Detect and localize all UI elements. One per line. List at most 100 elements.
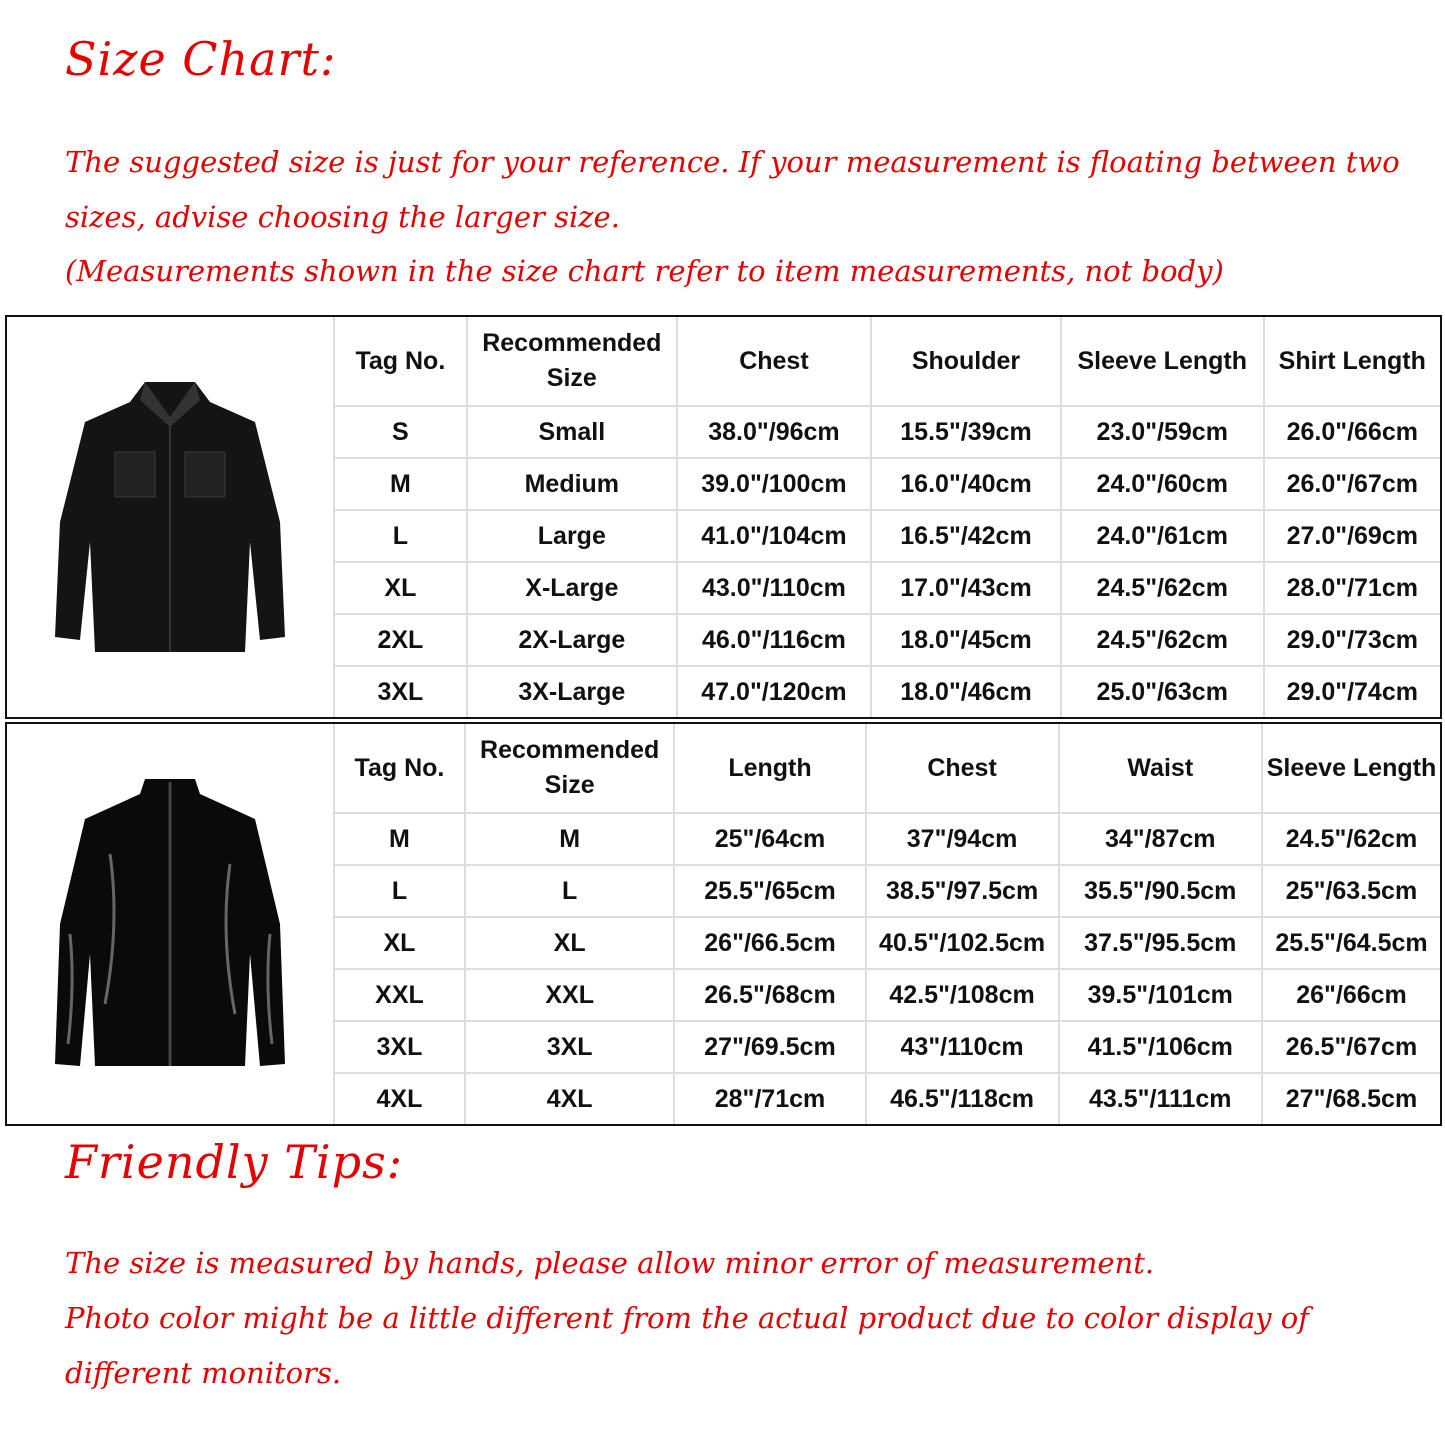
table-cell: 41.5"/106cm	[1057, 1020, 1263, 1074]
table-row: XXL XXL 26.5"/68cm 42.5"/108cm 39.5"/101cm 26…	[335, 968, 1440, 1022]
table-cell: 25.0"/63cm	[1059, 665, 1265, 717]
table-row: L L 25.5"/65cm 38.5"/97.5cm 35.5"/90.5cm 25"/…	[335, 864, 1440, 918]
table-cell: 26.0"/66cm	[1262, 405, 1440, 459]
column-header: Waist	[1057, 724, 1263, 814]
table-cell: 3XL	[335, 665, 468, 717]
column-header: Tag No.	[335, 317, 468, 407]
measurement-note: (Measurements shown in the size chart re…	[65, 254, 1224, 288]
table-cell: 16.5"/42cm	[870, 509, 1062, 563]
table-cell: 46.0"/116cm	[675, 613, 873, 667]
tips-title: Friendly Tips:	[65, 1135, 404, 1189]
size-table: Tag No. Recommended Size Chest Shoulder Slee…	[335, 317, 1440, 717]
table-cell: 16.0"/40cm	[870, 457, 1062, 511]
table-cell: 37"/94cm	[864, 812, 1060, 866]
table-cell: M	[335, 457, 468, 511]
table-row: 3XL 3X-Large 47.0"/120cm 18.0"/46cm 25.0"/63…	[335, 665, 1440, 717]
table-row: XL X-Large 43.0"/110cm 17.0"/43cm 24.5"/62cm…	[335, 561, 1440, 615]
table-row: 3XL 3XL 27"/69.5cm 43"/110cm 41.5"/106cm 26.5…	[335, 1020, 1440, 1074]
table-cell: 25.5"/64.5cm	[1260, 916, 1440, 970]
table-cell: 39.5"/101cm	[1057, 968, 1263, 1022]
table-cell: 26"/66cm	[1260, 968, 1440, 1022]
table-cell: XL	[335, 561, 468, 615]
table-cell: 17.0"/43cm	[870, 561, 1062, 615]
table-cell: 24.5"/62cm	[1059, 561, 1265, 615]
table-cell: 4XL	[463, 1072, 676, 1124]
table-cell: 23.0"/59cm	[1059, 405, 1265, 459]
table-cell: Medium	[465, 457, 678, 511]
table-cell: 47.0"/120cm	[675, 665, 873, 717]
table-cell: 4XL	[335, 1072, 466, 1124]
table-cell: 27"/69.5cm	[673, 1020, 867, 1074]
tip-line: The size is measured by hands, please al…	[65, 1246, 1155, 1280]
column-header: Shoulder	[870, 317, 1062, 407]
table-cell: 29.0"/73cm	[1262, 613, 1440, 667]
shirt-image-matte	[7, 317, 335, 717]
header-row: Tag No. Recommended Size Chest Shoulder Slee…	[335, 317, 1440, 407]
table-cell: XXL	[463, 968, 676, 1022]
table-cell: XL	[463, 916, 676, 970]
table-cell: 25"/64cm	[673, 812, 867, 866]
table-cell: XXL	[335, 968, 466, 1022]
table-cell: 41.0"/104cm	[675, 509, 873, 563]
table-row: S Small 38.0"/96cm 15.5"/39cm 23.0"/59cm 26.0…	[335, 405, 1440, 459]
table-row: M M 25"/64cm 37"/94cm 34"/87cm 24.5"/62cm	[335, 812, 1440, 866]
table-cell: L	[335, 509, 468, 563]
table-cell: 18.0"/45cm	[870, 613, 1062, 667]
table-cell: 28.0"/71cm	[1262, 561, 1440, 615]
table-cell: 46.5"/118cm	[864, 1072, 1060, 1124]
table-cell: M	[335, 812, 466, 866]
table-cell: 42.5"/108cm	[864, 968, 1060, 1022]
page-title: Size Chart:	[65, 32, 337, 86]
size-note: The suggested size is just for your refe…	[65, 145, 1400, 234]
table-cell: 2X-Large	[465, 613, 678, 667]
column-header: Sleeve Length	[1059, 317, 1265, 407]
table-cell: L	[335, 864, 466, 918]
table-cell: XL	[335, 916, 466, 970]
size-table-1: Tag No. Recommended Size Chest Shoulder Slee…	[5, 315, 1442, 719]
size-table-2: Tag No. Recommended Size Length Chest Waist S…	[5, 722, 1442, 1126]
shirt-image-glossy	[7, 724, 335, 1124]
table-row: 2XL 2X-Large 46.0"/116cm 18.0"/45cm 24.5"/62…	[335, 613, 1440, 667]
column-header: Recommended Size	[463, 724, 676, 814]
table-cell: 34"/87cm	[1057, 812, 1263, 866]
table-cell: 24.0"/61cm	[1059, 509, 1265, 563]
table-cell: 25"/63.5cm	[1260, 864, 1440, 918]
table-cell: 24.5"/62cm	[1059, 613, 1265, 667]
table-cell: Large	[465, 509, 678, 563]
table-cell: 26.0"/67cm	[1262, 457, 1440, 511]
table-cell: 29.0"/74cm	[1262, 665, 1440, 717]
table-cell: 24.0"/60cm	[1059, 457, 1265, 511]
table-cell: 27"/68.5cm	[1260, 1072, 1440, 1124]
size-table: Tag No. Recommended Size Length Chest Waist S…	[335, 724, 1440, 1124]
table-row: XL XL 26"/66.5cm 40.5"/102.5cm 37.5"/95.5cm 2…	[335, 916, 1440, 970]
table-cell: 39.0"/100cm	[675, 457, 873, 511]
table-row: M Medium 39.0"/100cm 16.0"/40cm 24.0"/60cm 26…	[335, 457, 1440, 511]
table-cell: 43.5"/111cm	[1057, 1072, 1263, 1124]
table-cell: 3XL	[335, 1020, 466, 1074]
header-row: Tag No. Recommended Size Length Chest Waist S…	[335, 724, 1440, 814]
table-cell: 26.5"/67cm	[1260, 1020, 1440, 1074]
column-header: Shirt Length	[1262, 317, 1440, 407]
table-cell: 24.5"/62cm	[1260, 812, 1440, 866]
table-cell: 43.0"/110cm	[675, 561, 873, 615]
table-cell: 15.5"/39cm	[870, 405, 1062, 459]
table-cell: 35.5"/90.5cm	[1057, 864, 1263, 918]
shirt-icon	[55, 779, 285, 1066]
table-row: L Large 41.0"/104cm 16.5"/42cm 24.0"/61cm 27.…	[335, 509, 1440, 563]
shirt-icon	[55, 382, 285, 652]
table-row: 4XL 4XL 28"/71cm 46.5"/118cm 43.5"/111cm 27"/…	[335, 1072, 1440, 1124]
table-cell: 40.5"/102.5cm	[864, 916, 1060, 970]
table-cell: X-Large	[465, 561, 678, 615]
table-cell: 43"/110cm	[864, 1020, 1060, 1074]
column-header: Tag No.	[335, 724, 466, 814]
table-cell: L	[463, 864, 676, 918]
table-cell: 38.0"/96cm	[675, 405, 873, 459]
table-cell: 3XL	[463, 1020, 676, 1074]
table-cell: 38.5"/97.5cm	[864, 864, 1060, 918]
table-cell: 26"/66.5cm	[673, 916, 867, 970]
tip-line: Photo color might be a little different …	[65, 1301, 1309, 1390]
column-header: Recommended Size	[465, 317, 678, 407]
table-cell: 25.5"/65cm	[673, 864, 867, 918]
table-cell: M	[463, 812, 676, 866]
column-header: Length	[673, 724, 867, 814]
